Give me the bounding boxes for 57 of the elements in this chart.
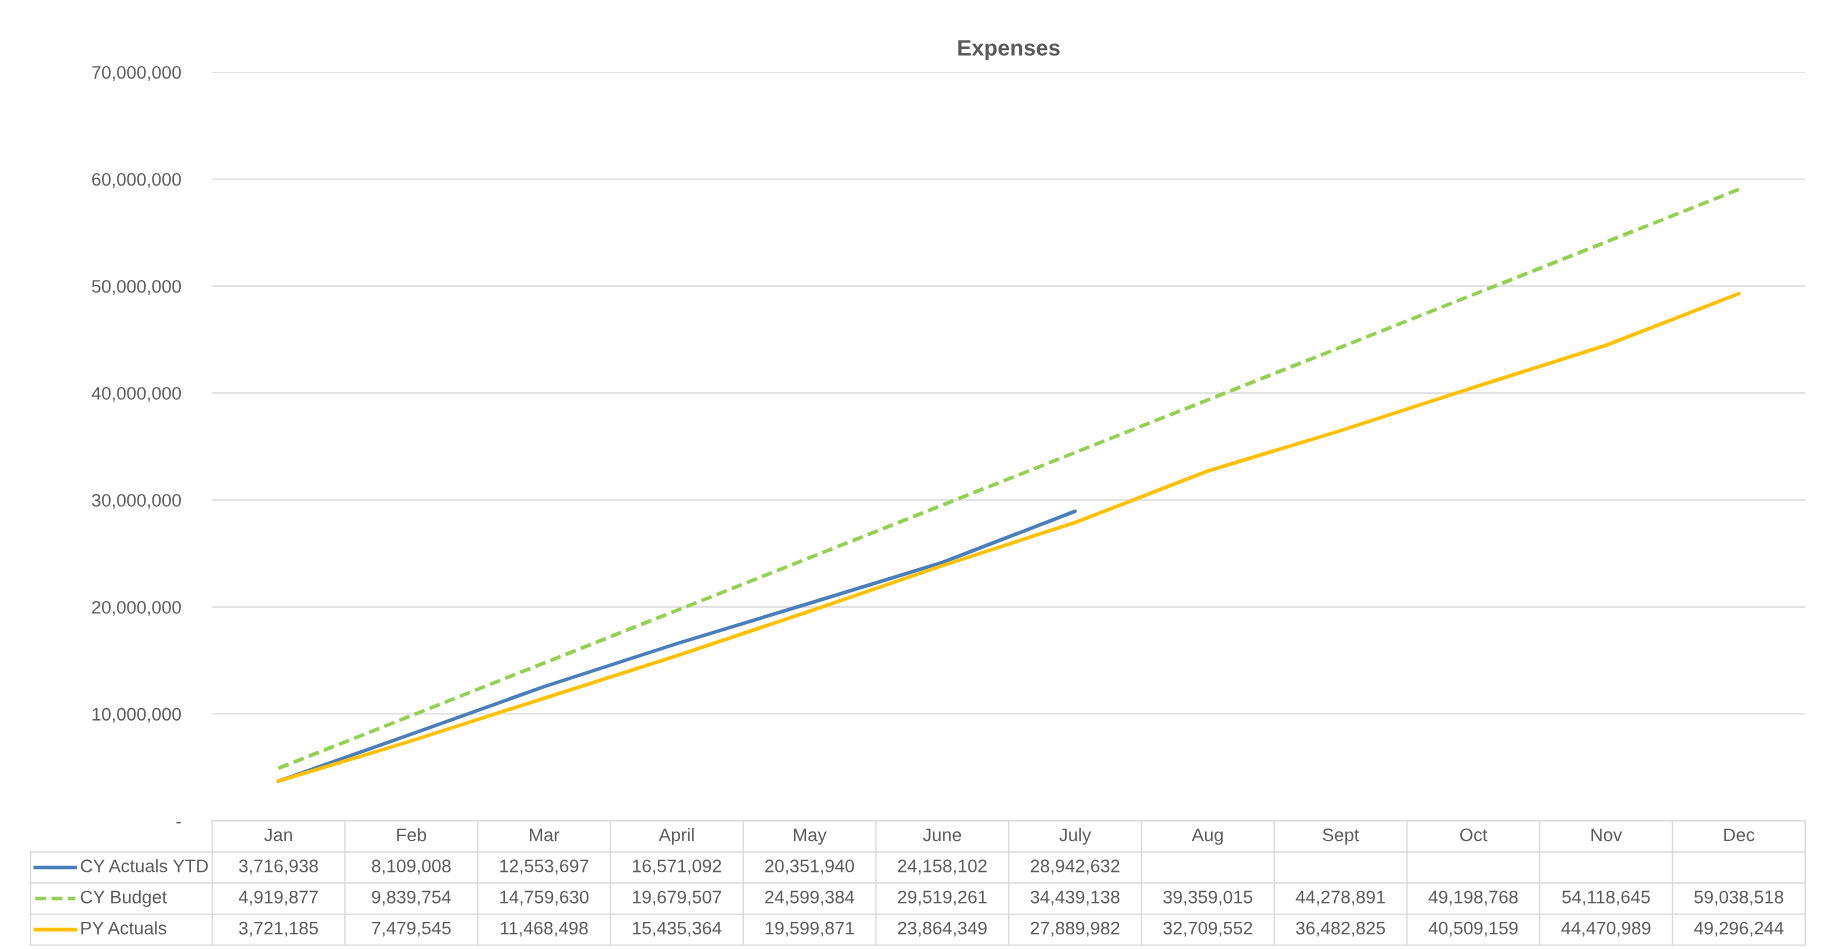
data-label: 14,759,630 bbox=[500, 890, 589, 906]
data-label: 3,716,938 bbox=[239, 859, 318, 875]
data-label: 3,721,185 bbox=[239, 921, 318, 937]
data-label: 15,435,364 bbox=[633, 921, 722, 937]
data-label: 16,571,092 bbox=[633, 859, 722, 875]
y-tick-label: 60,000,000 bbox=[92, 173, 181, 188]
data-label: 44,278,891 bbox=[1295, 890, 1385, 906]
data-label: 4,919,877 bbox=[238, 890, 318, 906]
data-label: 29,519,261 bbox=[898, 890, 987, 906]
data-label: 34,439,138 bbox=[1030, 890, 1120, 906]
x-tick-label: Aug bbox=[1191, 828, 1223, 845]
data-label: 49,296,244 bbox=[1694, 921, 1784, 937]
data-label: 19,599,871 bbox=[765, 921, 854, 937]
data-label: 27,889,982 bbox=[1030, 921, 1120, 937]
data-label: 23,864,349 bbox=[898, 921, 987, 937]
x-tick-label: Mar bbox=[529, 828, 560, 842]
data-label: 12,553,697 bbox=[500, 859, 589, 875]
y-tick-label: 20,000,000 bbox=[92, 600, 181, 616]
data-label: 8,109,008 bbox=[371, 859, 451, 875]
x-tick-label: Feb bbox=[397, 828, 427, 842]
data-label: 59,038,518 bbox=[1694, 890, 1784, 906]
x-tick-label: Oct bbox=[1460, 828, 1488, 842]
data-label: 24,158,102 bbox=[898, 859, 987, 875]
data-label: 49,198,768 bbox=[1428, 890, 1518, 906]
chart-title: Expenses bbox=[958, 40, 1060, 61]
x-tick-label: Jan bbox=[264, 828, 292, 842]
y-tick-label: 30,000,000 bbox=[91, 493, 181, 509]
legend-label: CY Actuals YTD bbox=[80, 859, 208, 873]
data-label: 9,839,754 bbox=[371, 890, 451, 906]
line-series bbox=[276, 291, 1741, 783]
data-label: 7,479,545 bbox=[372, 921, 451, 937]
data-label: 32,709,552 bbox=[1163, 921, 1253, 937]
data-label: 20,351,940 bbox=[765, 859, 855, 875]
line-series bbox=[276, 187, 1741, 771]
x-tick-label: Dec bbox=[1724, 828, 1755, 842]
data-label: 36,482,825 bbox=[1296, 921, 1386, 937]
x-tick-label: May bbox=[793, 828, 827, 845]
x-tick-label: April bbox=[658, 828, 694, 845]
data-label: 44,470,989 bbox=[1561, 921, 1651, 937]
y-tick-label: 50,000,000 bbox=[91, 279, 181, 295]
data-label: 54,118,645 bbox=[1562, 890, 1650, 906]
data-label: 39,359,015 bbox=[1163, 890, 1253, 906]
legend-label: PY Actuals bbox=[81, 921, 167, 935]
legend-label: CY Budget bbox=[80, 890, 167, 907]
y-tick-label: 70,000,000 bbox=[92, 66, 181, 81]
x-tick-label: Nov bbox=[1591, 828, 1623, 842]
data-label: 24,599,384 bbox=[765, 890, 855, 906]
y-tick-label: 10,000,000 bbox=[92, 707, 181, 723]
x-tick-label: Sept bbox=[1322, 828, 1360, 845]
data-label: 19,679,507 bbox=[633, 890, 722, 906]
x-tick-label: June bbox=[923, 828, 962, 842]
data-label: 40,509,159 bbox=[1428, 921, 1518, 937]
x-tick-label: July bbox=[1059, 828, 1092, 845]
y-tick-label: 40,000,000 bbox=[91, 386, 181, 402]
y-tick-label: - bbox=[176, 821, 181, 824]
data-label: 11,468,498 bbox=[500, 921, 588, 937]
data-label: 28,942,632 bbox=[1030, 859, 1120, 875]
